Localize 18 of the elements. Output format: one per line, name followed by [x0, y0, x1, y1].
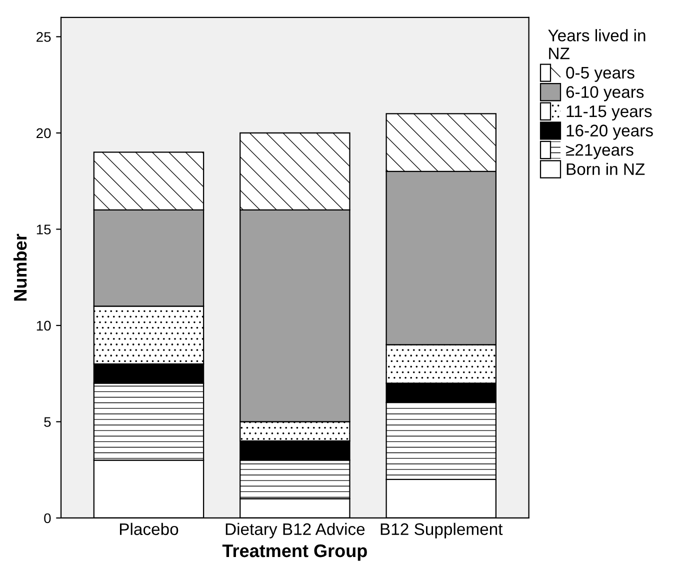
y-axis-title: Number: [13, 234, 27, 301]
x-tick-label: Placebo: [120, 522, 178, 536]
legend-label: 16-20 years: [566, 124, 653, 140]
legend-label: ≥21years: [566, 144, 634, 160]
legend-label: 6-10 years: [566, 86, 644, 102]
y-tick-label: 15: [36, 224, 51, 234]
y-tick-label: 25: [36, 32, 51, 42]
y-tick-label: 10: [36, 320, 51, 331]
x-axis-title: Treatment Group: [222, 544, 367, 561]
y-tick-label: 0: [44, 513, 51, 524]
y-tick-label: 5: [44, 417, 51, 427]
legend-label: 0-5 years: [566, 66, 634, 82]
y-tick-label: 20: [36, 128, 51, 138]
x-tick-label: B12 Supplement: [380, 522, 503, 538]
legend-label: 11-15 years: [566, 106, 652, 120]
x-tick-label: Dietary B12 Advice: [226, 522, 365, 538]
legend-title: Years lived in NZ: [548, 29, 646, 60]
legend-label: Born in NZ: [566, 162, 645, 176]
